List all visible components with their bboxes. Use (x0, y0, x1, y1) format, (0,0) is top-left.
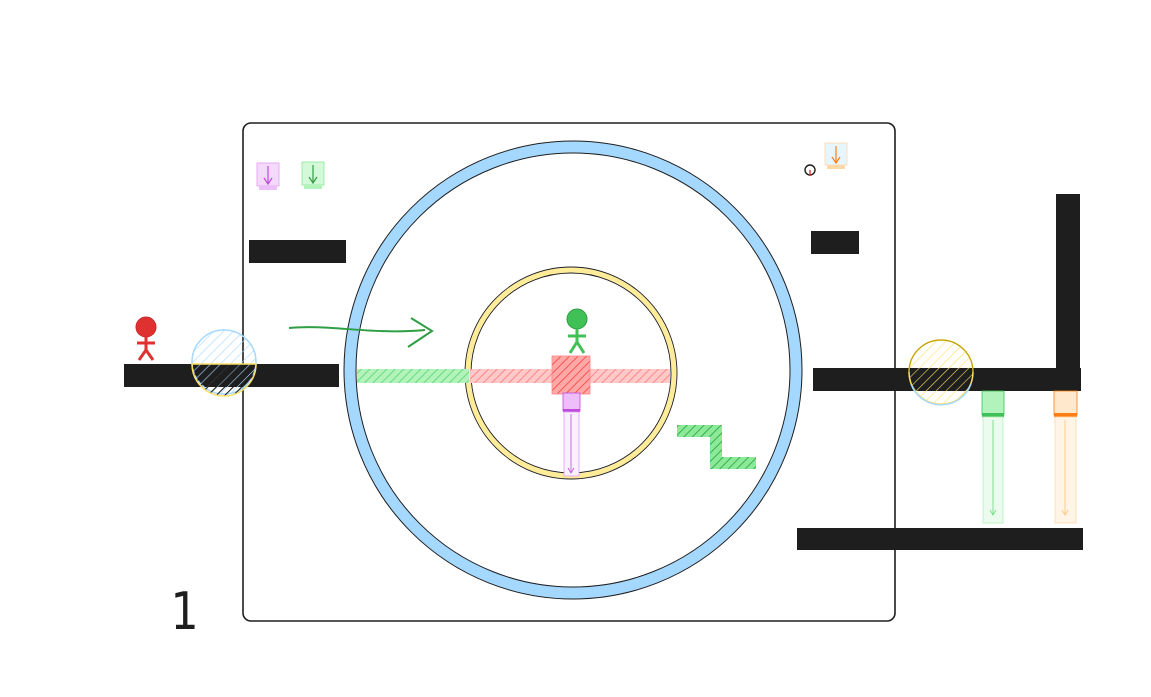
outer-ring[interactable] (343, 140, 803, 600)
down-arrow-icon (256, 162, 280, 190)
upper-left-platform (249, 240, 346, 263)
green-gate[interactable] (981, 390, 1005, 524)
hatched-bubble-icon[interactable] (908, 339, 974, 406)
hatched-bubble-icon[interactable] (191, 329, 257, 397)
right-wall (1056, 194, 1080, 368)
purple-gate[interactable] (562, 392, 581, 477)
green-bridge[interactable] (357, 369, 469, 383)
orange-gate[interactable] (1053, 390, 1078, 524)
green-step-platform[interactable] (677, 425, 756, 469)
center-block[interactable] (551, 355, 591, 395)
lower-right-floor (797, 528, 1083, 550)
upper-right-platform (811, 231, 859, 254)
green-player[interactable] (566, 308, 588, 354)
red-player[interactable] (135, 316, 157, 361)
curved-arrow-icon (288, 317, 434, 348)
level-number: 1 (170, 582, 199, 642)
target-icon[interactable] (804, 164, 816, 176)
down-arrow-icon (824, 142, 848, 169)
down-arrow-icon (301, 161, 325, 189)
